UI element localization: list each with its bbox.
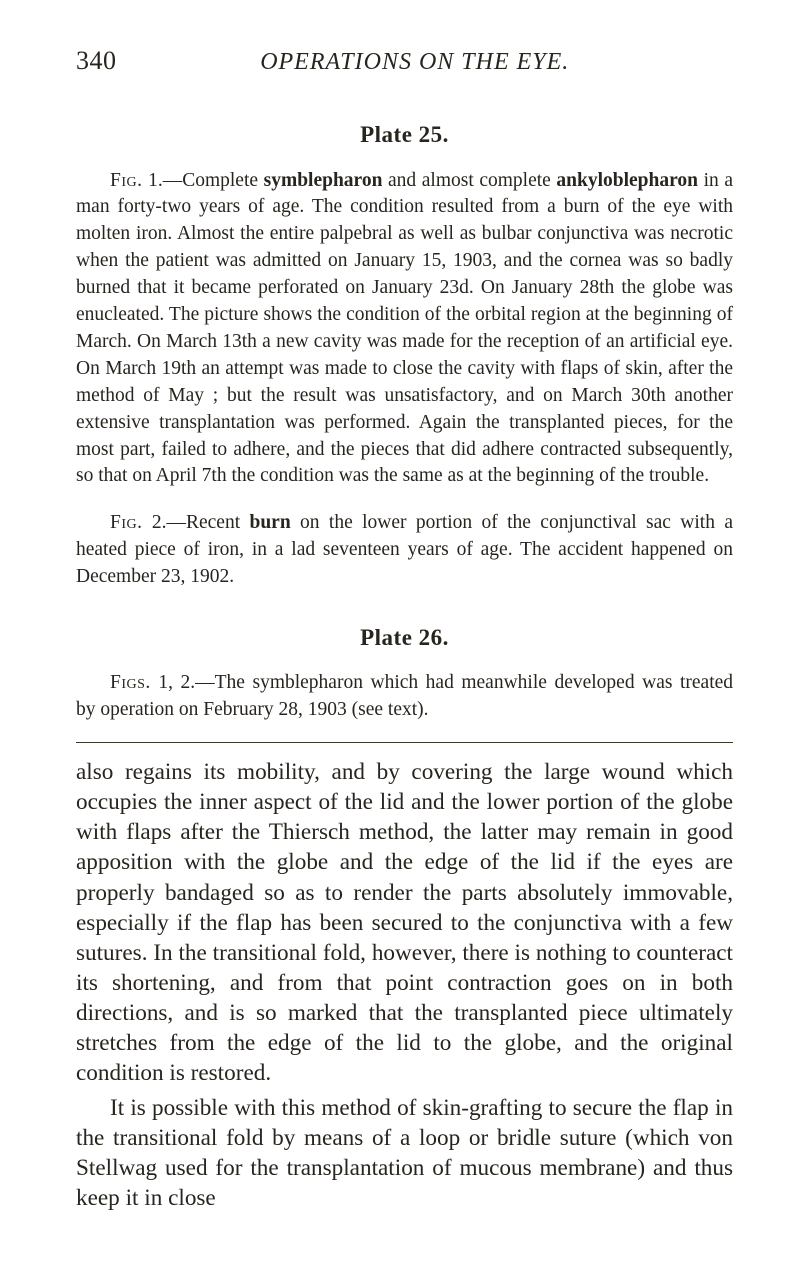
page: 340 OPERATIONS ON THE EYE. Plate 25. Fig… [0,0,801,1286]
running-header: 340 OPERATIONS ON THE EYE. [76,46,733,76]
figs-label: Figs. [110,672,151,693]
plate-25-fig-2: Fig. 2.—Recent burn on the lower portion… [76,510,733,591]
fig-label: Fig. [110,512,143,533]
body-paragraph-1: also regains its mobility, and by coveri… [76,757,733,1089]
section-gap [76,601,733,623]
term-burn: burn [249,512,290,533]
running-title: OPERATIONS ON THE EYE. [260,49,569,76]
fig-text: —Complete [163,170,264,191]
fig-text: —Recent [166,512,249,533]
figs-numbers: 1, 2. [158,672,195,693]
plate-25-fig-1: Fig. 1.—Complete symblepharon and almost… [76,168,733,491]
plate-26-figs: Figs. 1, 2.—The symblepharon which had m… [76,670,733,724]
page-number: 340 [76,46,117,76]
fig-number: 2. [152,512,167,533]
term-symblepharon: symblepharon [264,170,383,191]
fig-text: and almost complete [382,170,556,191]
fig-label: Fig. [110,170,143,191]
plate-25-heading: Plate 25. [76,122,733,148]
term-ankyloblepharon: ankyloblepharon [556,170,698,191]
fig-text: in a man forty-two years of age. The con… [76,170,733,487]
body-paragraph-2: It is possible with this method of skin-… [76,1093,733,1214]
horizontal-rule [76,742,733,743]
fig-number: 1. [148,170,163,191]
plate-26-heading: Plate 26. [76,625,733,651]
